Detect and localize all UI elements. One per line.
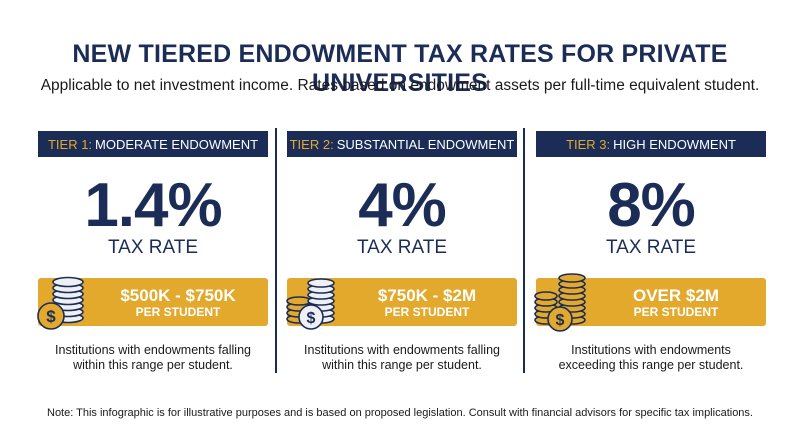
tax-rate-label: TAX RATE xyxy=(107,237,199,258)
tax-rate-value: 1.4% xyxy=(84,171,222,240)
tier-number: TIER 3: xyxy=(566,136,611,152)
range-unit: PER STUDENT xyxy=(384,304,470,319)
range-unit: PER STUDENT xyxy=(633,304,719,319)
tier-number: TIER 2: xyxy=(289,136,334,152)
tax-rate-label: TAX RATE xyxy=(605,237,697,258)
tax-rate-label: TAX RATE xyxy=(356,237,448,258)
endowment-range: $500K - $750K xyxy=(120,285,236,305)
coin-stack-icon: $ xyxy=(37,276,84,330)
svg-text:$: $ xyxy=(46,307,56,326)
tier-2-panel: TIER 2: SUBSTANTIAL ENDOWMENT 4% TAX RAT… xyxy=(286,131,517,381)
column-divider xyxy=(275,128,277,373)
endowment-range: OVER $2M xyxy=(633,285,719,305)
tier-3-header: TIER 3: HIGH ENDOWMENT xyxy=(536,131,766,157)
tier-1-header: TIER 1: MODERATE ENDOWMENT xyxy=(38,131,268,157)
tier-description: Institutions with endowments falling wit… xyxy=(55,343,251,372)
infographic-title: NEW TIERED ENDOWMENT TAX RATES FOR PRIVA… xyxy=(72,40,728,97)
disclaimer-note: Note: This infographic is for illustrati… xyxy=(47,407,753,419)
endowment-range: $750K - $2M xyxy=(377,285,477,305)
range-unit: PER STUDENT xyxy=(135,304,221,319)
svg-text:$: $ xyxy=(556,312,565,329)
tier-name: MODERATE ENDOWMENT xyxy=(95,136,259,152)
tier-number: TIER 1: xyxy=(47,136,93,152)
tier-name: SUBSTANTIAL ENDOWMENT xyxy=(336,136,515,152)
tier-description: Institutions with endowments exceeding t… xyxy=(558,343,744,372)
infographic-subtitle: Applicable to net investment income. Rat… xyxy=(40,77,760,94)
tier-name: HIGH ENDOWMENT xyxy=(613,136,736,152)
svg-text:$: $ xyxy=(307,310,316,327)
tier-1-panel: TIER 1: MODERATE ENDOWMENT 1.4% TAX RATE… xyxy=(37,131,268,381)
gold-coin-stacks-icon: $ xyxy=(534,273,586,332)
column-divider xyxy=(523,128,525,373)
tier-3-panel: TIER 3: HIGH ENDOWMENT 8% TAX RATE OVER … xyxy=(534,131,766,381)
tax-rate-value: 8% xyxy=(607,171,696,240)
coin-stacks-icon: $ xyxy=(286,278,335,330)
tier-description: Institutions with endowments falling wit… xyxy=(304,343,500,372)
tier-2-header: TIER 2: SUBSTANTIAL ENDOWMENT xyxy=(287,131,517,157)
tax-rate-value: 4% xyxy=(358,171,447,240)
